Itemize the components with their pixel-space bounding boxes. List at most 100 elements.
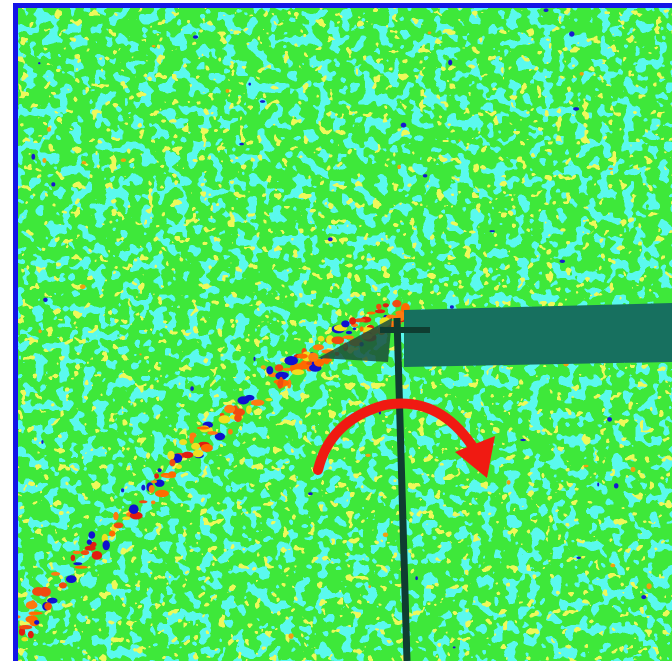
frame-border: [13, 3, 672, 661]
noise-spot: [365, 453, 371, 457]
damage-spot: [345, 330, 353, 335]
damage-spot: [21, 637, 29, 642]
noise-spot: [520, 438, 526, 442]
damage-spot: [88, 531, 96, 539]
damage-spot: [80, 550, 90, 556]
damage-spot: [138, 500, 148, 504]
damage-spot: [284, 356, 299, 366]
damage-spot: [72, 550, 81, 555]
damage-spot: [175, 464, 182, 470]
damage-spot: [157, 468, 162, 473]
damage-spot: [274, 364, 284, 372]
damage-spot: [91, 551, 103, 560]
damage-spot: [228, 428, 233, 435]
noise-spot: [79, 284, 86, 290]
damage-spot: [34, 620, 40, 625]
damage-spot: [313, 358, 325, 367]
noise-spot: [368, 585, 372, 589]
damage-spot: [113, 511, 119, 521]
noise-spot: [378, 411, 381, 415]
damage-spot: [74, 565, 88, 569]
damage-spot: [218, 415, 231, 424]
damage-spot: [29, 611, 43, 615]
noise-spot: [41, 440, 44, 444]
noise-spot: [327, 237, 333, 242]
noise-spot: [43, 297, 48, 302]
dark-wedge: [318, 318, 392, 362]
noise-spot: [427, 31, 432, 35]
noise-spot: [613, 483, 619, 489]
damage-spot: [359, 326, 364, 332]
damage-spot: [122, 516, 131, 521]
damage-spot: [154, 473, 160, 479]
damage-spot: [214, 432, 226, 441]
damage-spot: [102, 540, 110, 551]
noise-spot: [139, 353, 142, 356]
damage-spot: [331, 336, 345, 345]
noise-spot: [308, 492, 313, 496]
damage-spot: [129, 504, 139, 514]
damage-spot: [189, 432, 197, 439]
damage-spot: [326, 335, 334, 345]
noise-spot: [151, 45, 156, 48]
damage-spot: [151, 500, 156, 505]
damage-spot: [308, 352, 319, 362]
damage-spot: [86, 539, 92, 545]
damage-spot: [168, 471, 177, 478]
damage-spot: [366, 311, 376, 315]
noise-spot: [31, 153, 36, 160]
damage-spot: [265, 398, 273, 402]
damage-spot: [84, 545, 96, 551]
horizontal-beam: [404, 303, 672, 367]
noise-spot: [641, 595, 647, 600]
damage-spot: [382, 303, 389, 308]
damage-spot: [374, 309, 386, 314]
noise-spot: [569, 31, 575, 37]
damage-spot: [65, 575, 77, 583]
damage-spot: [148, 485, 155, 493]
damage-spot: [51, 572, 61, 576]
noise-spot: [449, 305, 454, 309]
noise-spot: [506, 480, 511, 485]
noise-spot: [608, 167, 613, 170]
damage-spot: [385, 314, 396, 319]
damage-spot: [312, 344, 324, 351]
noise-spot: [576, 556, 581, 559]
damage-spot: [200, 444, 213, 452]
noise-spot: [415, 576, 418, 581]
damage-spot: [169, 459, 176, 467]
noise-spot: [543, 8, 549, 12]
noise-spot: [597, 482, 600, 487]
rotation-arrow: [313, 398, 480, 475]
damage-spot: [244, 394, 255, 401]
noise-spot: [225, 88, 230, 93]
damage-spot: [207, 431, 218, 435]
noise-spot: [192, 35, 199, 39]
damage-spot: [32, 587, 45, 596]
damage-spot: [341, 320, 350, 328]
noise-spot: [260, 365, 266, 370]
noise-spot: [610, 563, 616, 568]
noise-spot: [452, 646, 456, 649]
damage-spot: [279, 372, 289, 379]
noise-spot: [579, 72, 584, 76]
noise-spot: [239, 142, 244, 146]
damage-spot: [287, 379, 292, 389]
damage-spot: [250, 399, 265, 406]
damage-spot: [108, 530, 116, 537]
noise-spot: [583, 464, 589, 468]
noise-spot: [253, 356, 256, 361]
damage-spot: [154, 489, 169, 498]
noise-spot: [46, 126, 52, 132]
damage-spot: [192, 449, 204, 458]
damage-spot: [317, 335, 325, 342]
damage-spot: [349, 317, 357, 325]
damage-spot: [234, 408, 245, 417]
noise-spot: [573, 107, 580, 111]
noise-spot: [448, 59, 453, 66]
noise-spot: [42, 158, 47, 163]
noise-spot: [121, 488, 125, 493]
noise-spot: [81, 161, 87, 165]
damage-spot: [266, 366, 274, 375]
